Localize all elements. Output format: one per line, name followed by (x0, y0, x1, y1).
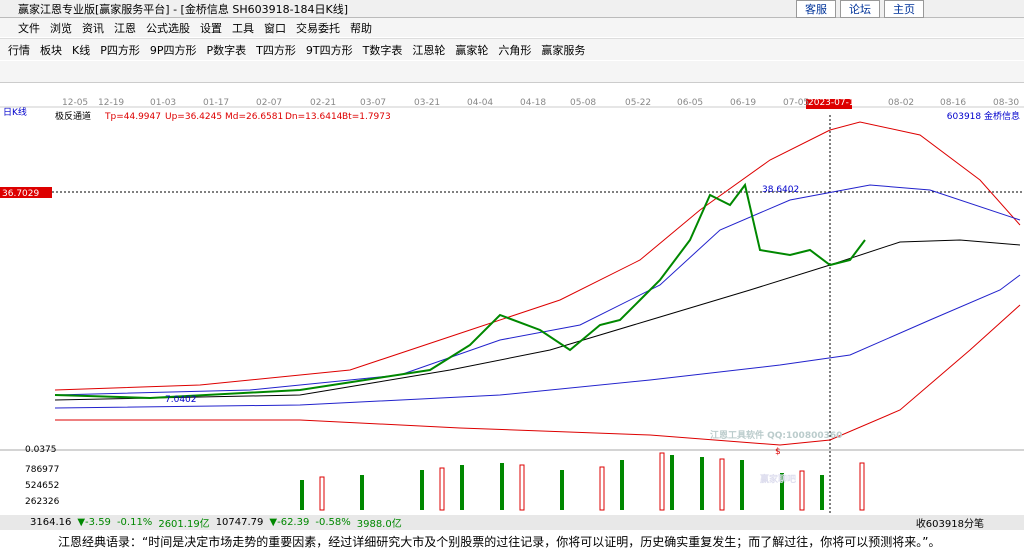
chart-text: 12-05 (62, 98, 88, 108)
chart-bg (0, 85, 1024, 515)
chart-text: 04-04 (467, 98, 493, 108)
menu-item[interactable]: 交易委托 (296, 21, 340, 35)
menu-item[interactable]: 窗口 (264, 21, 286, 35)
chart-text: 08-30 (993, 98, 1019, 108)
lower-band (55, 304, 1021, 446)
chart-text: 524652 (25, 481, 59, 491)
chart-text: 12-19 (98, 98, 124, 108)
tool-button[interactable]: 六角形 (498, 43, 532, 57)
chart-text: 02-21 (310, 98, 336, 108)
tool-button[interactable]: K线 (72, 43, 91, 57)
menu-item[interactable]: 江恩 (114, 21, 136, 35)
quote: 江恩经典语录：“时间是决定市场走势的重要因素，经过详细研究大市及个别股票的过往记… (0, 531, 1024, 551)
links: 客服 论坛 主页 (792, 0, 924, 18)
title-bar: 赢家江恩专业版[赢家服务平台] - [金桥信息 SH603918-184日K线]… (0, 0, 1024, 18)
status-bar: 3164.16 ▼-3.59 -0.11% 2601.19亿 10747.79 ▼-62.… (0, 515, 1024, 530)
index-value: -0.11% (116, 517, 153, 528)
chart-text: 603918 金桥信息 (947, 110, 1020, 122)
chart-text: Bt=1.7973 (342, 112, 391, 122)
chart-text: 05-22 (625, 98, 651, 108)
tool-button[interactable]: 9T四方形 (305, 43, 353, 57)
chart-text: 7.0402 (165, 395, 197, 405)
index-value: 2601.19亿 (158, 519, 210, 530)
lower-mid-band (54, 274, 1021, 409)
menu-item[interactable]: 文件 (18, 21, 40, 35)
chart-text: 786977 (25, 465, 59, 475)
index-value: -0.58% (315, 517, 351, 528)
chart-text: 07-05 (783, 98, 809, 108)
menu-item[interactable]: 浏览 (50, 21, 72, 35)
chart-text: 2023-07-14 (808, 98, 861, 108)
chart-text: 0.0375 (25, 445, 57, 455)
chart-text: 01-03 (150, 98, 176, 108)
chart-text: 38.6402 (762, 185, 799, 195)
tool-button[interactable]: T四方形 (256, 43, 296, 57)
tool-button[interactable]: 江恩轮 (412, 43, 446, 57)
menu-item[interactable]: 公式选股 (146, 21, 190, 35)
tool-button[interactable]: P数字表 (206, 43, 247, 57)
chart-text: 03-21 (414, 98, 440, 108)
upper-mid-band (54, 184, 1021, 396)
menu-bar: 文件 浏览 资讯 江恩 公式选股 设置 工具 窗口 交易委托 帮助 (0, 18, 1024, 37)
menu-item[interactable]: 工具 (232, 21, 254, 35)
chart-text: Dn=13.6414 (285, 112, 343, 122)
volume-bars-up (319, 452, 865, 511)
chart-text: $ (775, 447, 781, 457)
index-value: 3164.16 (30, 517, 72, 528)
volume-bars (300, 455, 824, 510)
upper-band (54, 121, 1021, 391)
chart-text: 赢家聊吧 (760, 473, 796, 485)
index-value: ▼-3.59 (77, 517, 111, 528)
chart-text: 01-17 (203, 98, 229, 108)
chart-text: 06-19 (730, 98, 756, 108)
chart-text: Md=26.6581 (225, 112, 283, 122)
chart-text: 04-18 (520, 98, 546, 108)
window-title: 赢家江恩专业版[赢家服务平台] - [金桥信息 SH603918-184日K线] (18, 2, 349, 16)
index-value: 10747.79 (215, 517, 264, 528)
chart-text: 05-08 (570, 98, 596, 108)
tool-button[interactable]: 板块 (40, 43, 62, 57)
chart-text: 02-07 (256, 98, 282, 108)
chart-text: 03-07 (360, 98, 386, 108)
link[interactable]: 主页 (884, 0, 924, 18)
tool-button[interactable]: 赢家轮 (455, 43, 489, 57)
tool-button[interactable]: 行情 (8, 43, 30, 57)
link[interactable]: 论坛 (840, 0, 880, 18)
chart-text: 08-02 (888, 98, 914, 108)
price-trace (54, 182, 866, 400)
tool-button[interactable]: P四方形 (100, 43, 140, 57)
index-value: ▼-62.39 (269, 517, 310, 528)
index-value: 3988.0亿 (356, 519, 402, 530)
chart-text: 06-05 (677, 98, 703, 108)
chart-text: 日K线 (3, 106, 27, 118)
link[interactable]: 客服 (796, 0, 836, 18)
tool-button[interactable]: 赢家服务 (541, 43, 586, 57)
chart-text: 江恩工具软件 QQ:100800360 (710, 429, 842, 441)
tool-button[interactable]: T数字表 (362, 43, 403, 57)
toolbar: 行情 板块 K线 P四方形 9P四方形 P数字表 T四方形 9T四方形 T数字表 江恩轮 赢家轮 六角… (0, 38, 1024, 60)
menu-item[interactable]: 设置 (200, 21, 222, 35)
gap: 收603918分笔 (915, 519, 984, 530)
chart-text: 262326 (25, 497, 60, 507)
price-box (0, 187, 52, 198)
chart-text: 36.7029 (2, 189, 39, 199)
chart-text: 极反通道 (55, 110, 91, 122)
toolbar-icons (0, 61, 1024, 83)
chart-text: 08-16 (940, 98, 966, 108)
middle-band (54, 239, 1021, 401)
chart-text: Tp=44.9947 (104, 112, 161, 122)
menu-item[interactable]: 帮助 (350, 21, 372, 35)
menu-item[interactable]: 资讯 (82, 21, 104, 35)
chart-text: Up=36.4245 (165, 112, 222, 122)
chart-area: 12-05 12-19 01-03 01-17 02-07 02-21 03-07 03-21… (0, 85, 1024, 515)
date-box (806, 99, 852, 109)
tool-button[interactable]: 9P四方形 (149, 43, 197, 57)
